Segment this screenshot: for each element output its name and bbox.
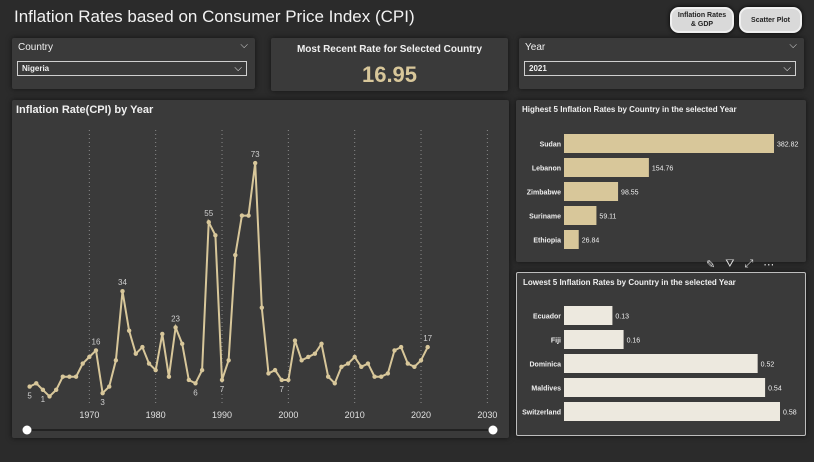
country-slicer: Country ⌵ Nigeria ⌵ bbox=[12, 38, 255, 89]
pin-icon[interactable]: ✎ bbox=[706, 259, 716, 271]
year-slicer-title: Year bbox=[525, 42, 546, 53]
focus-mode-icon[interactable]: ⤢ bbox=[744, 258, 754, 270]
year-dropdown[interactable]: 2021 ⌵ bbox=[524, 61, 796, 76]
line-chart-panel: Inflation Rate(CPI) by Year bbox=[12, 100, 509, 438]
more-options-icon[interactable]: ⋯ bbox=[763, 259, 775, 271]
kpi-value: 16.95 bbox=[361, 62, 418, 87]
chevron-down-icon: ⌵ bbox=[234, 63, 242, 74]
chevron-down-icon[interactable]: ⌵ bbox=[240, 40, 248, 51]
country-slicer-title: Country bbox=[18, 42, 54, 53]
chevron-down-icon: ⌵ bbox=[783, 63, 791, 74]
highest-bar-panel: Highest 5 Inflation Rates by Country in … bbox=[516, 100, 806, 262]
inflation-gdp-button[interactable]: Inflation Rates & GDP bbox=[670, 7, 734, 33]
country-dropdown[interactable]: Nigeria ⌵ bbox=[17, 61, 247, 76]
year-slicer: Year ⌵ 2021 ⌵ bbox=[519, 38, 804, 89]
visual-toolbar: ✎ ⛛ ⤢ ⋯ bbox=[706, 258, 774, 271]
lowest-bar-title: Lowest 5 Inflation Rates by Country in t… bbox=[523, 278, 736, 287]
country-dropdown-value: Nigeria bbox=[22, 64, 50, 73]
kpi-title: Most Recent Rate for Selected Country bbox=[296, 44, 483, 55]
chevron-down-icon[interactable]: ⌵ bbox=[789, 40, 797, 51]
filter-icon[interactable]: ⛛ bbox=[725, 258, 735, 270]
page-title: Inflation Rates based on Consumer Price … bbox=[14, 7, 415, 26]
lowest-bar-panel: Lowest 5 Inflation Rates by Country in t… bbox=[516, 272, 806, 436]
scatter-plot-button[interactable]: Scatter Plot bbox=[739, 7, 802, 33]
year-dropdown-value: 2021 bbox=[529, 64, 547, 73]
highest-bar-title: Highest 5 Inflation Rates by Country in … bbox=[522, 105, 737, 114]
kpi-card: Most Recent Rate for Selected Country 16… bbox=[271, 38, 508, 91]
line-chart-title: Inflation Rate(CPI) by Year bbox=[16, 104, 154, 116]
